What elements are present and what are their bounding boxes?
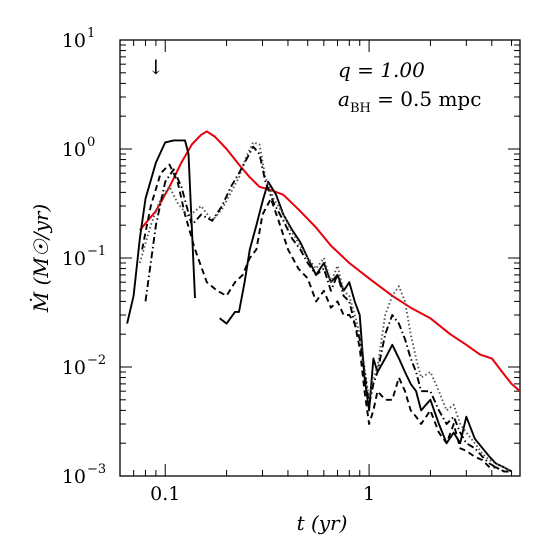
x-tick-label: 1 [363, 483, 375, 505]
y-tick-exponent: 0 [87, 135, 95, 150]
series-line-dashdot-black [144, 145, 512, 473]
x-axis-label: t (yr) [297, 511, 348, 535]
y-tick-label: 10 [62, 248, 86, 270]
y-tick-label: 10 [62, 357, 86, 379]
y-tick-exponent: −1 [87, 244, 106, 259]
y-tick-label: 10 [62, 139, 86, 161]
annotation-q: q = 1.00 [338, 58, 425, 82]
y-axis-label: Ṁ (M☉/yr) [29, 204, 53, 313]
annotation-a-prefix: a [338, 87, 350, 111]
annotation-a-value: = 0.5 mpc [371, 87, 482, 111]
annotation-a-sub: BH [350, 101, 371, 116]
series-layer [126, 130, 520, 473]
y-tick-exponent: −2 [87, 353, 106, 368]
series-line-dotted-black [138, 141, 513, 473]
series-line-dashed-black [141, 163, 512, 473]
y-tick-label: 10 [62, 30, 86, 52]
axis-ticks [119, 40, 520, 477]
x-tick-label: 0.1 [150, 483, 180, 505]
series-line-solid-black [126, 139, 196, 324]
y-tick-label: 10 [62, 466, 86, 488]
series-line-solid-red [139, 130, 520, 392]
annotation-a-bh: aBH = 0.5 mpc [338, 87, 481, 116]
series-line-solid-black [219, 180, 513, 473]
y-tick-exponent: −3 [87, 462, 106, 477]
y-tick-exponent: 1 [87, 26, 95, 41]
arrow-marker-icon: ↓ [148, 55, 165, 79]
